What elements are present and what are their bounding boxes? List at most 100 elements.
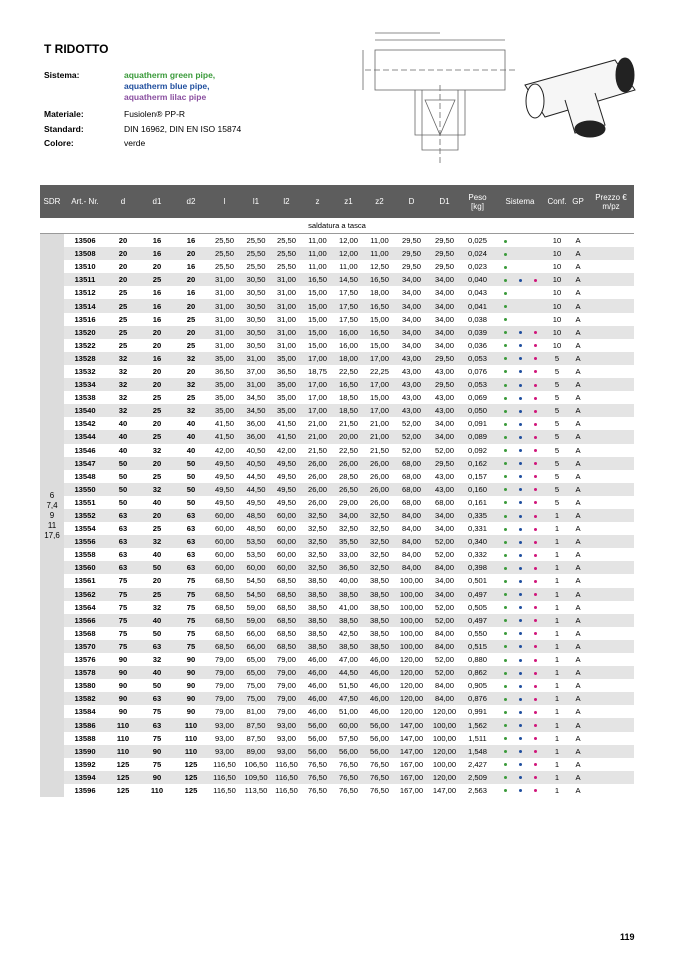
cell: 18,00 <box>333 351 364 365</box>
sistema-dot <box>518 632 522 636</box>
cell: 68,50 <box>208 587 241 601</box>
cell: 32 <box>106 404 140 418</box>
sistema-cell <box>494 718 546 732</box>
cell: 13552 <box>64 508 106 523</box>
sistema-cell <box>494 234 546 248</box>
sistema-dot <box>533 763 537 767</box>
cell: 25,50 <box>246 236 266 246</box>
cell: 147,00 <box>432 785 457 795</box>
gp-cell: A <box>568 587 588 601</box>
price-cell <box>588 770 634 784</box>
cell: 43,00 <box>434 393 454 403</box>
cell: 13520 <box>64 325 106 339</box>
cell: 0,862 <box>461 666 494 680</box>
cell: 38,50 <box>302 613 333 627</box>
info-line: aquatherm green pipe, <box>124 70 216 80</box>
cell: 29,00 <box>338 497 358 507</box>
cell: 50 <box>174 456 208 470</box>
cell: 46,00 <box>364 692 395 706</box>
cell: 17,50 <box>333 299 364 313</box>
conf-cell: 1 <box>554 733 560 743</box>
price-cell <box>588 339 634 352</box>
cell: 49,50 <box>214 497 234 507</box>
cell: 93,00 <box>276 733 296 743</box>
gp-cell: A <box>568 299 588 313</box>
sdr-value: 9 <box>49 510 55 520</box>
cell: 63 <box>186 550 196 560</box>
table-row: 13560 63 50 63 60,00 60,00 60,00 32,50 36,50 32,5… <box>40 561 634 575</box>
cell: 76,50 <box>307 759 327 769</box>
cell: 11,00 <box>339 262 358 272</box>
sistema-dot <box>518 606 522 610</box>
cell: 75 <box>106 587 140 601</box>
cell: 13548 <box>74 471 96 481</box>
cell: 0,091 <box>467 419 487 429</box>
sistema-dot <box>503 383 507 387</box>
price-cell <box>588 679 634 692</box>
price-cell <box>588 548 634 561</box>
sistema-dot <box>533 710 537 714</box>
sistema-dot <box>503 305 507 309</box>
sistema-dot <box>503 697 507 701</box>
cell: 13542 <box>74 419 96 429</box>
conf-cell: 10 <box>546 325 568 339</box>
conf-cell: 10 <box>552 288 562 298</box>
conf-cell: 5 <box>554 419 560 429</box>
cell: 60,00 <box>214 550 234 560</box>
gp-cell: A <box>575 576 581 586</box>
cell: 100,00 <box>432 759 457 769</box>
cell: 20 <box>152 340 162 350</box>
cell: 1,562 <box>461 718 494 732</box>
cell: 116,50 <box>208 770 241 784</box>
cell: 31,00 <box>214 340 234 350</box>
cell: 16 <box>186 262 196 272</box>
cell: 13514 <box>64 299 106 313</box>
cell: 38,50 <box>333 587 364 601</box>
cell: 25 <box>140 587 174 601</box>
cell: 42,50 <box>338 628 358 638</box>
cell: 25,50 <box>276 236 296 246</box>
cell: 0,069 <box>467 393 487 403</box>
conf-cell: 5 <box>554 471 560 481</box>
cell: 76,50 <box>338 759 358 769</box>
cell: 13511 <box>64 273 106 287</box>
cell: 100,00 <box>399 602 424 612</box>
cell: 32 <box>118 393 128 403</box>
cell: 32 <box>152 602 162 612</box>
cell: 56,00 <box>333 744 364 758</box>
cell: 16 <box>140 351 174 365</box>
cell: 43,00 <box>428 482 461 496</box>
cell: 35,00 <box>271 378 302 392</box>
cell: 34,00 <box>434 340 454 350</box>
sistema-dot <box>503 579 507 583</box>
cell: 76,50 <box>302 770 333 784</box>
cell: 40 <box>186 419 196 429</box>
table-row: 13590 110 90 110 93,00 89,00 93,00 56,00 56,00 56… <box>40 744 634 758</box>
cell: 50 <box>118 497 128 507</box>
cell: 110 <box>106 718 140 732</box>
sistema-dot <box>533 462 537 466</box>
cell: 53,50 <box>246 550 266 560</box>
price-cell <box>588 378 634 392</box>
cell: 32 <box>106 378 140 392</box>
cell: 68,50 <box>276 628 296 638</box>
cell: 18,50 <box>338 393 358 403</box>
cell: 43,00 <box>434 471 454 481</box>
sistema-dot <box>518 553 522 557</box>
cell: 29,50 <box>428 378 461 392</box>
price-cell <box>588 247 634 261</box>
sistema-dot <box>503 344 507 348</box>
sistema-dot <box>518 645 522 649</box>
sistema-cell <box>494 299 546 313</box>
cell: 22,25 <box>369 366 389 376</box>
sistema-dot <box>534 292 537 295</box>
sistema-cell <box>494 679 546 692</box>
gp-cell: A <box>575 628 581 638</box>
price-cell <box>588 587 634 601</box>
price-cell <box>588 744 634 758</box>
cell: 76,50 <box>369 759 389 769</box>
cell: 38,50 <box>364 613 395 627</box>
cell: 35,00 <box>208 351 241 365</box>
cell: 43,00 <box>434 366 454 376</box>
cell: 75 <box>152 733 162 743</box>
